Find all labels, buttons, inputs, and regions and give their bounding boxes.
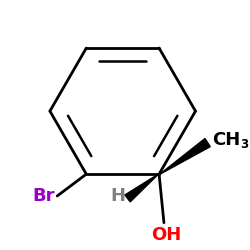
Polygon shape — [125, 174, 159, 202]
Text: Br: Br — [32, 187, 55, 205]
Text: OH: OH — [151, 226, 182, 244]
Text: CH: CH — [212, 131, 241, 149]
Text: 3: 3 — [240, 138, 248, 151]
Polygon shape — [159, 138, 210, 174]
Text: H: H — [110, 187, 125, 205]
